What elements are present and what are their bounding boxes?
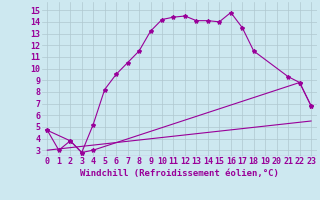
X-axis label: Windchill (Refroidissement éolien,°C): Windchill (Refroidissement éolien,°C) [80,169,279,178]
